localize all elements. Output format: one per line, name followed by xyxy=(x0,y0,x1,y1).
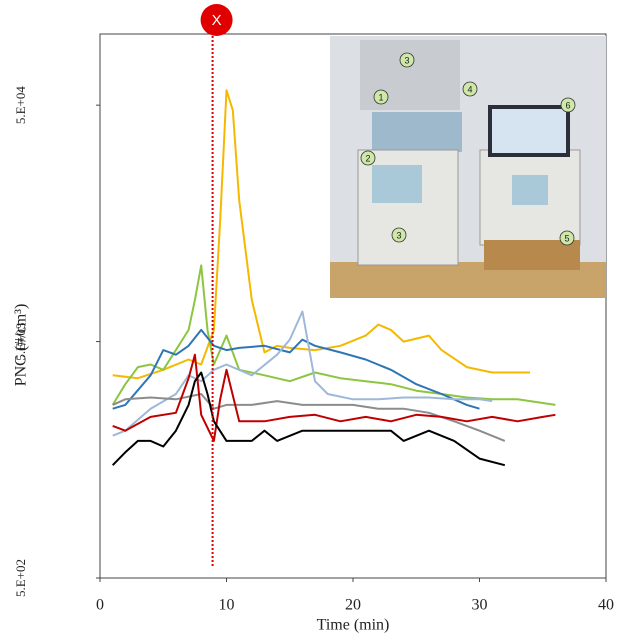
inset-badge-label: 1 xyxy=(378,92,383,102)
inset-photo xyxy=(330,36,606,298)
series-line xyxy=(112,353,556,442)
inset-badge-label: 2 xyxy=(365,153,370,163)
x-tick-label: 20 xyxy=(345,597,361,614)
inset-badge xyxy=(462,81,478,97)
inset-badge-label: 3 xyxy=(396,230,401,240)
inset-badge xyxy=(560,97,576,113)
series-line xyxy=(111,371,506,467)
inset-badge-label: 5 xyxy=(564,233,569,243)
series-line xyxy=(112,328,480,410)
inset-badge xyxy=(391,227,407,243)
x-tick-label: 10 xyxy=(219,597,235,614)
marker-circle xyxy=(200,4,233,36)
series-line xyxy=(112,310,493,437)
x-tick-label: 40 xyxy=(598,597,614,614)
x-tick-label: 0 xyxy=(96,597,104,614)
inset-badge xyxy=(360,150,376,166)
x-tick-label: 30 xyxy=(472,597,488,614)
inset-badge xyxy=(373,89,389,105)
inset-badge-label: 3 xyxy=(404,55,409,65)
inset-badge-label: 4 xyxy=(467,84,472,94)
marker-label: X xyxy=(212,12,222,29)
inset-badge xyxy=(399,52,415,68)
series-line xyxy=(111,264,556,406)
y-tick-label: 5.E+03 xyxy=(13,323,28,361)
x-axis-label: Time (min) xyxy=(317,617,390,634)
series-line xyxy=(112,393,506,442)
y-tick-label: 5.E+02 xyxy=(13,559,28,597)
y-tick-label: 5.E+04 xyxy=(13,86,28,125)
inset-badge-label: 6 xyxy=(565,100,570,110)
series-line xyxy=(112,89,531,380)
inset-badge xyxy=(559,230,575,246)
y-axis-label: PNC (#/cm³) xyxy=(13,304,30,387)
